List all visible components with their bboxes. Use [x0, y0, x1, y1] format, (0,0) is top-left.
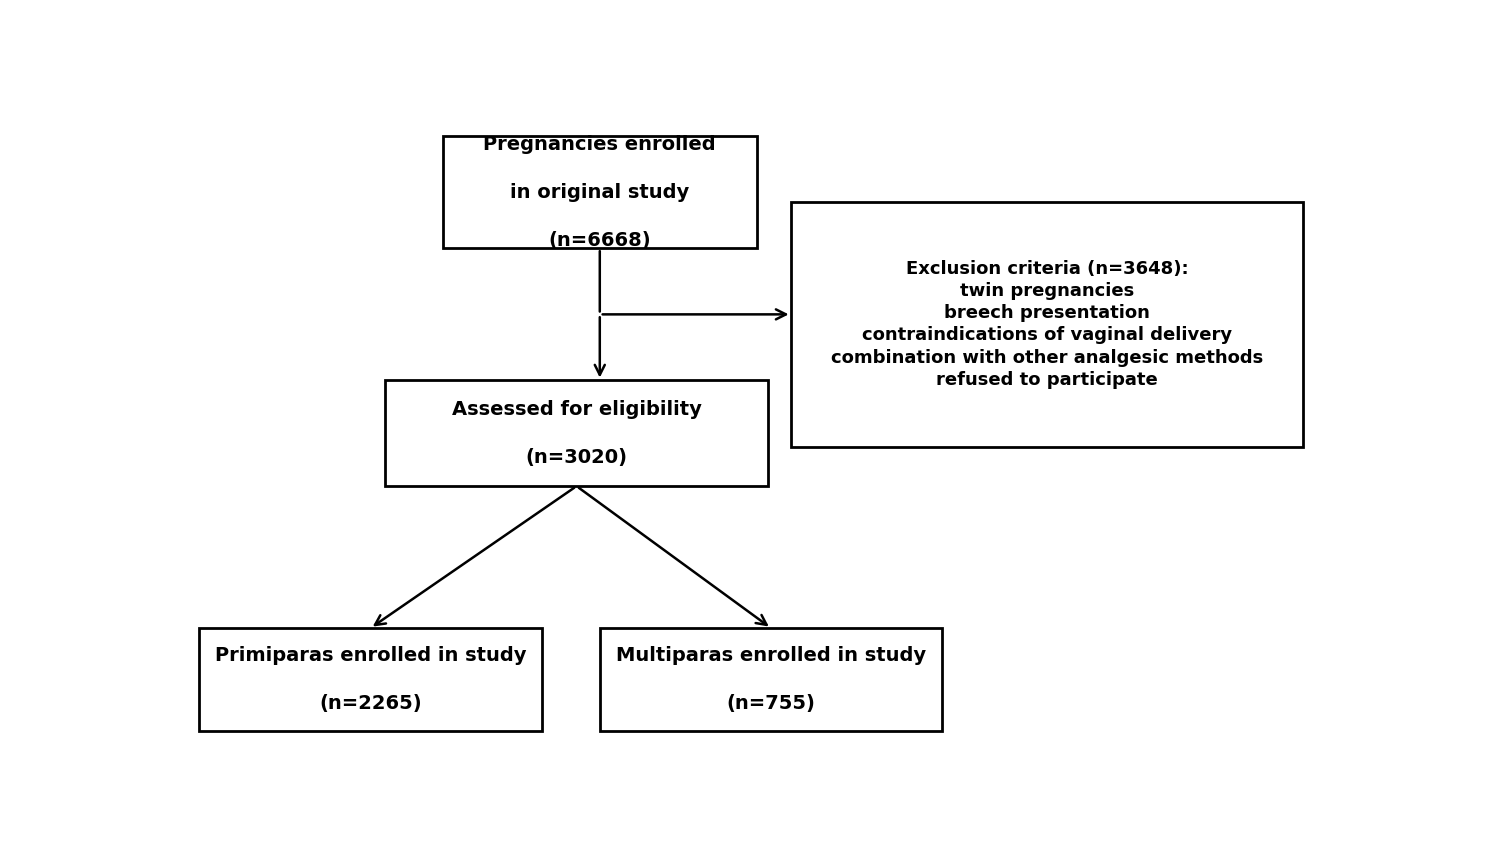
Text: in original study: in original study — [510, 183, 690, 202]
Text: (n=3020): (n=3020) — [526, 448, 628, 467]
Bar — [385, 380, 767, 486]
Text: refused to participate: refused to participate — [937, 371, 1157, 389]
Bar — [791, 202, 1303, 446]
Bar — [600, 628, 943, 731]
Text: breech presentation: breech presentation — [944, 304, 1150, 322]
Text: contraindications of vaginal delivery: contraindications of vaginal delivery — [862, 326, 1232, 344]
Bar — [199, 628, 541, 731]
Text: Primiparas enrolled in study: Primiparas enrolled in study — [214, 646, 526, 665]
Text: Pregnancies enrolled: Pregnancies enrolled — [484, 135, 717, 154]
Text: Multiparas enrolled in study: Multiparas enrolled in study — [616, 646, 926, 665]
Text: combination with other analgesic methods: combination with other analgesic methods — [830, 348, 1264, 366]
Text: Exclusion criteria (n=3648):: Exclusion criteria (n=3648): — [905, 260, 1189, 278]
Text: twin pregnancies: twin pregnancies — [959, 282, 1135, 300]
Text: (n=755): (n=755) — [727, 694, 815, 713]
Text: (n=2265): (n=2265) — [319, 694, 421, 713]
Bar — [444, 136, 757, 248]
Text: Assessed for eligibility: Assessed for eligibility — [451, 400, 702, 419]
Text: (n=6668): (n=6668) — [549, 231, 651, 250]
